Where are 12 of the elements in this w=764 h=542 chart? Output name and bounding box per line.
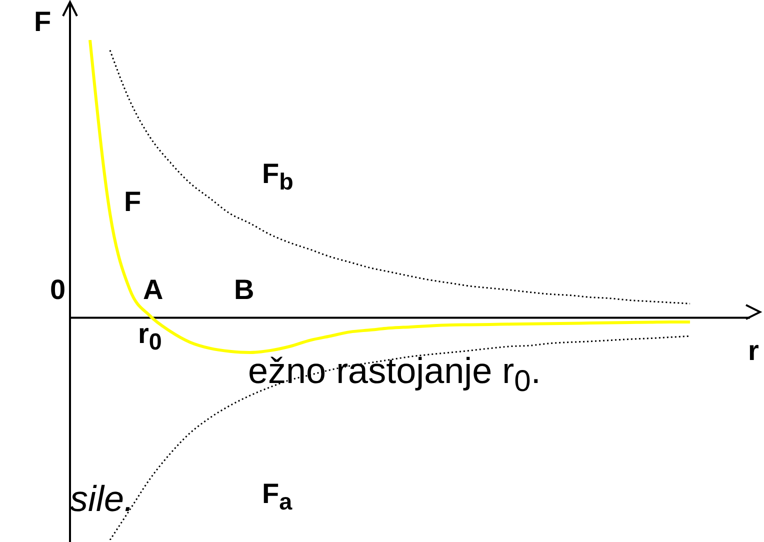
text: F$_{a}$ [262,478,292,516]
text: r [138,318,149,349]
annotation: sile. [70,478,134,520]
annotation: ežno rastojanje r$_{0}$. [248,350,541,400]
series-label: F [124,186,142,218]
annotation: B [234,274,254,306]
annotation: 0 [148,328,162,355]
y-axis-title: F [34,6,52,38]
series-label: F$_{b}$ [262,158,294,196]
text: 0 [50,274,66,305]
x-axis-title: r [748,335,759,367]
annotation: A [143,274,164,306]
